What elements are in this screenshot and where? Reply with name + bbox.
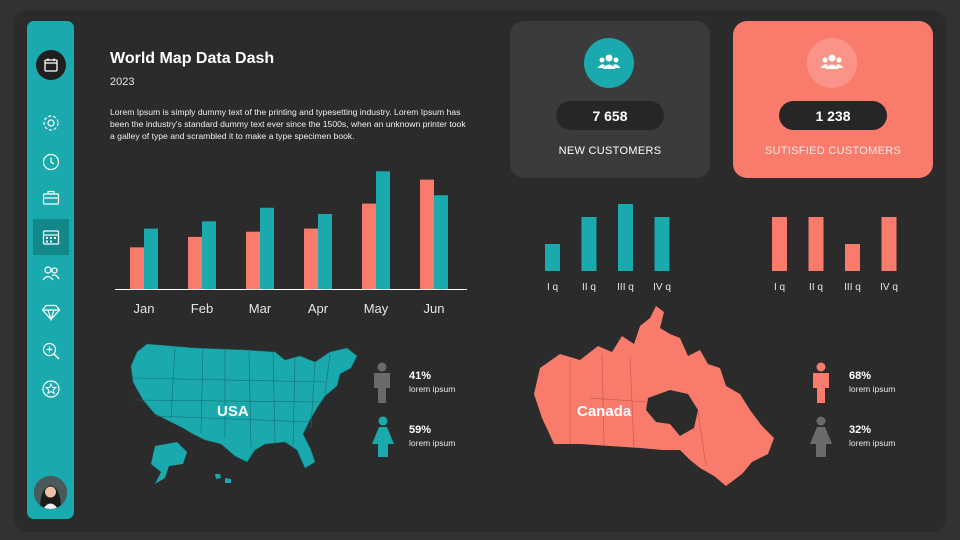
tick-label: Mar bbox=[249, 301, 272, 316]
stat-text: lorem ipsum bbox=[849, 384, 896, 394]
sidebar-item-premium[interactable] bbox=[40, 301, 62, 323]
usa-state-lines bbox=[132, 346, 331, 449]
canada-province-lines bbox=[569, 353, 707, 467]
sidebar-item-zoom[interactable] bbox=[40, 340, 62, 362]
kpi-card-satisfied-customers: 1 238 SUTISFIED CUSTOMERS bbox=[733, 21, 933, 178]
bar bbox=[808, 217, 824, 271]
bar bbox=[581, 217, 597, 271]
stat-percent: 59% bbox=[409, 424, 432, 436]
hudson-bay-shape bbox=[646, 390, 698, 436]
quarterly-bar-chart-teal: I q II q III q IV q bbox=[545, 204, 671, 293]
calendar-icon bbox=[44, 58, 58, 72]
bar bbox=[260, 207, 274, 289]
clock-icon bbox=[42, 153, 60, 171]
stat-text: lorem ipsum bbox=[849, 438, 896, 448]
sidebar-item-calendar[interactable] bbox=[40, 226, 62, 248]
bar bbox=[434, 195, 448, 289]
sidebar-item-home[interactable] bbox=[36, 50, 66, 80]
bar bbox=[144, 228, 158, 289]
tick-label: II q bbox=[809, 282, 823, 293]
bar bbox=[772, 217, 787, 271]
users-icon bbox=[597, 54, 621, 69]
sidebar-item-work[interactable] bbox=[40, 187, 62, 209]
monthly-bar-chart: Jan Feb Mar Apr May Jun bbox=[115, 171, 467, 316]
hawaii-shape bbox=[215, 474, 231, 483]
kpi-label: NEW CUSTOMERS bbox=[558, 145, 662, 157]
users-icon bbox=[42, 266, 60, 281]
bar bbox=[318, 214, 332, 289]
bar bbox=[376, 171, 390, 289]
page-description: Lorem Ipsum is simply dummy text of the … bbox=[110, 107, 466, 141]
kpi-label: SUTISFIED CUSTOMERS bbox=[764, 145, 902, 157]
bar bbox=[654, 217, 670, 271]
kpi-icon-circle bbox=[584, 38, 634, 88]
star-icon bbox=[42, 380, 60, 398]
tick-label: III q bbox=[844, 282, 861, 293]
alaska-shape bbox=[151, 442, 187, 484]
bar bbox=[618, 204, 633, 271]
avatar-image bbox=[34, 476, 67, 509]
map-label: USA bbox=[217, 403, 249, 420]
tick-label: IV q bbox=[880, 282, 898, 293]
stat-text: lorem ipsum bbox=[409, 384, 456, 394]
quarterly-bar-chart-coral: I q II q III q IV q bbox=[772, 217, 898, 293]
briefcase-icon bbox=[42, 190, 60, 205]
map-label: Canada bbox=[577, 403, 632, 420]
bar bbox=[188, 236, 202, 289]
tick-label: IV q bbox=[653, 282, 671, 293]
calendar-icon bbox=[42, 230, 60, 245]
kpi-card-new-customers: 7 658 NEW CUSTOMERS bbox=[510, 21, 710, 178]
tick-label: Apr bbox=[308, 301, 329, 316]
tick-label: Jun bbox=[424, 301, 445, 316]
stat-percent: 32% bbox=[849, 424, 872, 436]
kpi-icon-circle bbox=[807, 38, 857, 88]
male-icon bbox=[374, 362, 390, 403]
female-icon bbox=[372, 416, 394, 457]
sidebar-item-history[interactable] bbox=[40, 151, 62, 173]
zoom-icon bbox=[42, 342, 60, 360]
tick-label: I q bbox=[547, 282, 558, 293]
kpi-value: 1 238 bbox=[779, 101, 887, 130]
tick-label: Jan bbox=[134, 301, 155, 316]
bar bbox=[130, 247, 144, 289]
bar bbox=[202, 221, 216, 289]
female-icon bbox=[810, 416, 832, 457]
kpi-value: 7 658 bbox=[556, 101, 664, 130]
usa-map: USA bbox=[130, 343, 358, 484]
diamond-icon bbox=[41, 304, 61, 322]
bar bbox=[545, 244, 560, 271]
bar bbox=[246, 231, 260, 289]
sidebar-item-settings[interactable] bbox=[40, 112, 62, 134]
sidebar-item-team[interactable] bbox=[40, 262, 62, 284]
page-title: World Map Data Dash bbox=[110, 50, 275, 67]
sidebar-item-favorites[interactable] bbox=[40, 378, 62, 400]
canada-map: Canada bbox=[534, 306, 774, 486]
bar bbox=[304, 228, 318, 289]
page-year: 2023 bbox=[110, 76, 135, 88]
stat-percent: 68% bbox=[849, 370, 872, 382]
stat-percent: 41% bbox=[409, 370, 432, 382]
bar bbox=[362, 203, 376, 289]
users-icon bbox=[820, 54, 844, 69]
settings-icon bbox=[43, 115, 59, 131]
bar bbox=[845, 244, 860, 271]
bar bbox=[420, 179, 434, 289]
male-icon bbox=[813, 362, 829, 403]
tick-label: May bbox=[364, 301, 389, 316]
tick-label: I q bbox=[774, 282, 785, 293]
tick-label: II q bbox=[582, 282, 596, 293]
avatar[interactable] bbox=[34, 476, 67, 509]
bar bbox=[881, 217, 897, 271]
stat-text: lorem ipsum bbox=[409, 438, 456, 448]
tick-label: III q bbox=[617, 282, 634, 293]
tick-label: Feb bbox=[191, 301, 213, 316]
